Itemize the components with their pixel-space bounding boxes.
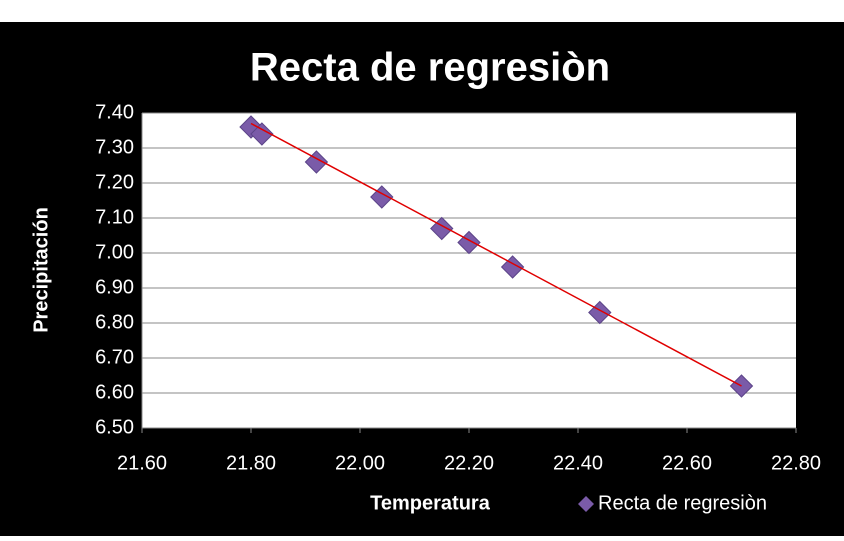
legend-label: Recta de regresiòn [598,492,767,514]
y-tick-label: 7.20 [95,171,134,193]
y-tick-label: 7.30 [95,136,134,158]
y-tick-label: 6.70 [95,346,134,368]
point [250,122,274,146]
x-axis-title: Temperatura [370,492,491,514]
chart-title: Recta de regresiòn [250,46,610,90]
y-tick-label: 7.10 [95,206,134,228]
x-tick-label: 22.20 [444,452,494,474]
point [500,255,525,279]
x-tick-label: 22.00 [335,452,385,474]
x-tick-label: 22.80 [771,452,821,474]
x-tick-label: 21.80 [226,452,276,474]
point [304,150,329,174]
legend-marker [578,496,594,512]
y-tick-label: 7.40 [95,101,134,123]
y-axis-title: Precipitación [30,207,52,333]
y-tick-label: 6.90 [95,276,134,298]
y-tick-label: 6.60 [95,381,134,403]
x-tick-label: 22.40 [553,452,603,474]
trendline [250,122,742,387]
y-tick-label: 6.80 [95,311,134,333]
y-tick-label: 6.50 [95,416,134,438]
point [370,185,394,209]
y-tick-label: 7.00 [95,241,134,263]
plot-area [142,113,796,428]
x-tick-label: 21.60 [117,452,167,474]
x-tick-label: 22.60 [662,452,712,474]
